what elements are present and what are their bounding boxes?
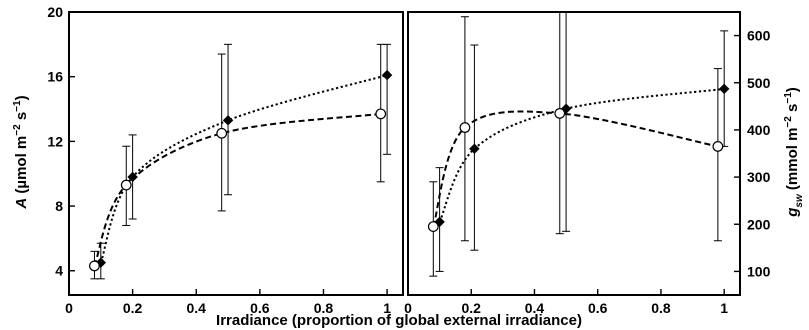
y-tick-label: 4 [55,263,63,279]
data-point-circle [554,108,566,119]
y-tick-label: 600 [747,28,771,44]
x-tick-label: 0.6 [250,300,270,316]
series-line-open-circle [93,112,381,267]
x-tick-label: 0.2 [462,300,482,316]
x-axis-label: Irradiance (proportion of global externa… [216,312,582,329]
y-tick-label: 8 [55,198,63,214]
x-tick-label: 1 [720,300,728,316]
data-point-diamond [718,83,730,95]
data-point-circle [216,127,228,139]
y-axis-label-left: A (µmol m−2 s−1) [12,95,30,209]
y-tick-label: 12 [47,133,63,149]
y-tick-label: 100 [747,263,771,279]
plot-frame-left [68,11,404,296]
y-tick-label: 400 [747,122,771,138]
y-tick-label: 300 [747,169,771,185]
x-tick-label: 1 [383,300,391,316]
plot-frame-right [407,11,741,296]
data-point-circle [120,179,132,191]
data-point-diamond [381,69,393,81]
data-point-circle [712,141,724,152]
series-line-open-circle [432,110,719,227]
x-tick-label: 0.4 [525,300,545,316]
y-tick-label: 20 [47,4,63,20]
series-line-filled-diamond [438,87,725,223]
data-point-circle [375,108,387,120]
x-tick-label: 0.2 [123,300,143,316]
data-point-diamond [127,171,138,183]
data-point-circle [459,122,471,133]
x-tick-label: 0.8 [651,300,671,316]
y-tick-label: 500 [747,75,771,91]
data-point-diamond [469,143,480,154]
y-axis-label-right: gsw (mmol m−2 s−1) [783,87,805,218]
x-tick-label: 0.8 [314,300,334,316]
series-line-filled-diamond [99,74,388,264]
data-point-circle [89,260,100,272]
panel-left: 0 0.2 0.4 0.6 0.8 1 4 8 12 16 20 [47,4,404,316]
x-tick-label: 0.4 [187,300,207,316]
x-tick-label: 0 [404,300,412,316]
x-tick-label: 0 [65,300,73,316]
y-tick-label: 16 [47,69,63,85]
panel-right: 0 0.2 0.4 0.6 0.8 1 100 200 300 400 500 600 [404,11,771,316]
data-point-circle [427,221,439,233]
x-tick-label: 0.6 [588,300,608,316]
y-tick-label: 200 [747,216,771,232]
data-point-diamond [222,115,234,126]
